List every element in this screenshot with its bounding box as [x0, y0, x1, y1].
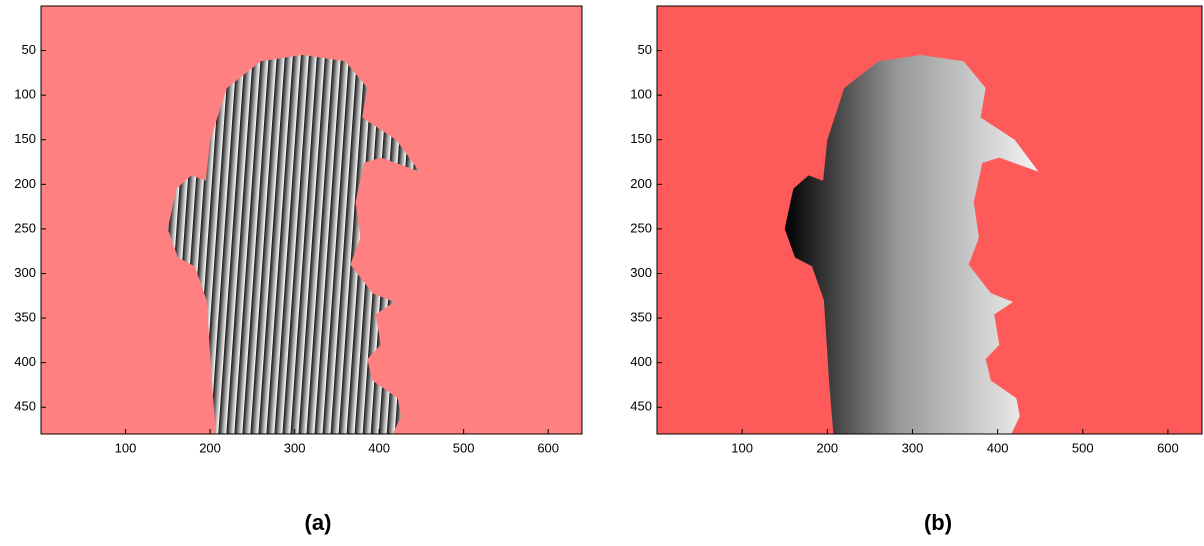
x-tick-label: 200 — [816, 440, 838, 455]
y-tick-label: 300 — [14, 265, 36, 280]
x-tick-label: 400 — [987, 440, 1009, 455]
x-tick-label: 200 — [199, 440, 221, 455]
x-tick-label: 300 — [284, 440, 306, 455]
x-tick-label: 300 — [902, 440, 924, 455]
y-tick-label: 50 — [22, 42, 36, 57]
y-tick-label: 350 — [14, 310, 36, 325]
x-tick-label: 100 — [115, 440, 137, 455]
y-tick-label: 450 — [630, 399, 652, 414]
caption: (b) — [924, 510, 952, 535]
y-tick-label: 150 — [630, 131, 652, 146]
y-tick-label: 100 — [630, 87, 652, 102]
x-tick-label: 600 — [1157, 440, 1179, 455]
y-tick-label: 300 — [630, 265, 652, 280]
x-tick-label: 500 — [453, 440, 475, 455]
x-tick-label: 100 — [731, 440, 753, 455]
y-tick-label: 250 — [630, 220, 652, 235]
y-tick-label: 100 — [14, 87, 36, 102]
y-tick-label: 400 — [14, 354, 36, 369]
y-tick-label: 150 — [14, 131, 36, 146]
y-tick-label: 450 — [14, 399, 36, 414]
y-tick-label: 250 — [14, 220, 36, 235]
figure: 100 200 300 400 500 600 50 100 150 200 250 300 350 40… — [0, 0, 1204, 546]
y-tick-label: 350 — [630, 310, 652, 325]
x-tick-label: 400 — [368, 440, 390, 455]
x-tick-label: 600 — [537, 440, 559, 455]
caption: (a) — [305, 510, 332, 535]
y-tick-label: 400 — [630, 354, 652, 369]
x-tick-label: 500 — [1072, 440, 1094, 455]
y-tick-label: 200 — [630, 176, 652, 191]
y-tick-label: 200 — [14, 176, 36, 191]
y-tick-label: 50 — [638, 42, 652, 57]
